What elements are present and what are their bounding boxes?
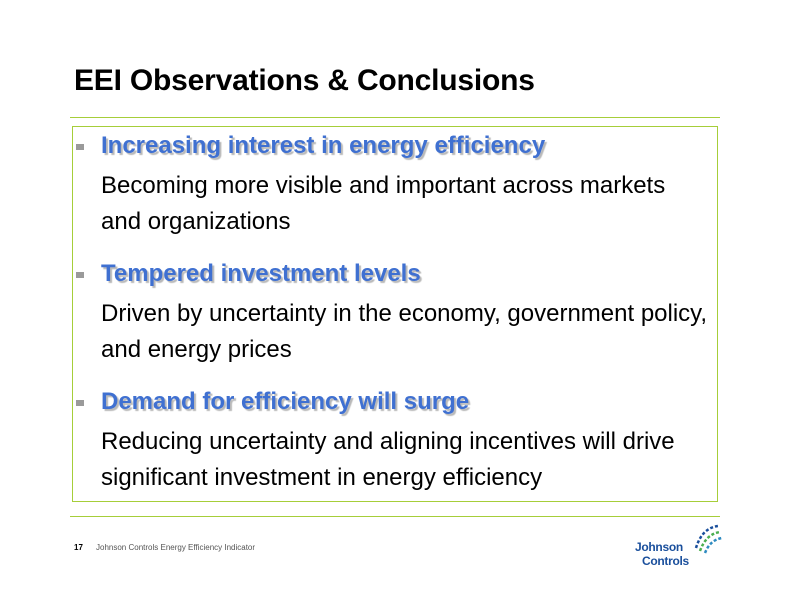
bullet-heading: Demand for efficiency will surge (101, 388, 470, 415)
bullet-body: Reducing uncertainty and aligning incent… (101, 428, 675, 491)
page-number: 17 (74, 543, 83, 552)
logo-text-line1: Johnson (635, 540, 683, 554)
bullet-heading: Increasing interest in energy efficiency (101, 132, 546, 159)
footer-divider (70, 516, 720, 517)
footer-text: Johnson Controls Energy Efficiency Indic… (96, 543, 256, 552)
slide-title: EEI Observations & Conclusions (74, 64, 535, 97)
bullet-body: Becoming more visible and important acro… (101, 172, 666, 235)
bullet-square-icon (76, 272, 84, 278)
johnson-controls-wave-icon (694, 524, 723, 554)
bullet-body: Driven by uncertainty in the economy, go… (101, 300, 708, 363)
bullet-square-icon (76, 400, 84, 406)
logo-text-line2: Controls (642, 554, 689, 568)
johnson-controls-logo: Johnson Controls (630, 524, 726, 570)
title-divider (70, 117, 720, 118)
bullet-heading: Tempered investment levels (101, 260, 421, 287)
bullet-square-icon (76, 144, 84, 150)
content-box: Increasing interest in energy efficiency… (72, 126, 718, 502)
